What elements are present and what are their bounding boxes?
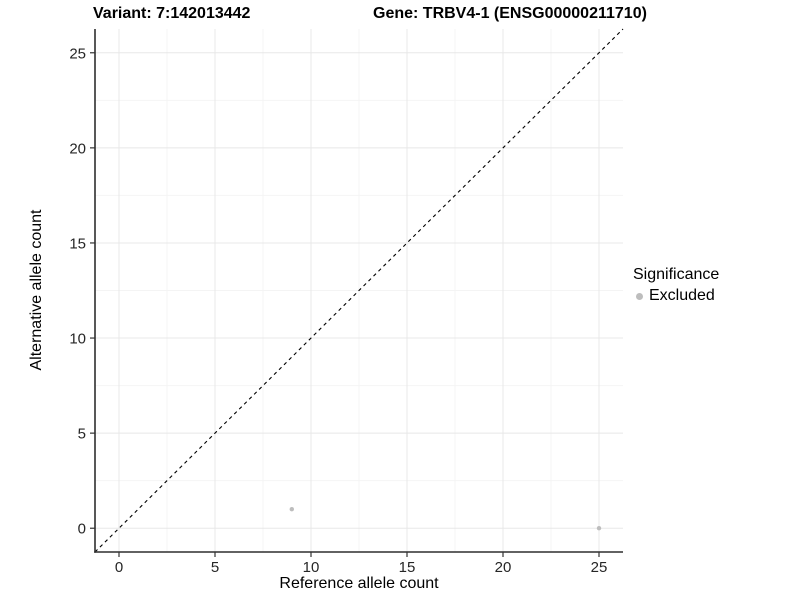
x-tick-label: 15 — [399, 559, 416, 576]
identity-reference-line — [94, 28, 624, 553]
y-tick-label: 15 — [69, 235, 86, 252]
x-tick-label: 5 — [211, 559, 219, 576]
legend-item: Excluded — [633, 287, 719, 305]
y-tick-label: 20 — [69, 140, 86, 157]
x-tick-label: 20 — [495, 559, 512, 576]
x-tick-label: 25 — [591, 559, 608, 576]
legend-item-label: Excluded — [649, 287, 715, 304]
y-tick-label: 5 — [78, 426, 86, 443]
x-tick-label: 0 — [115, 559, 123, 576]
data-point — [596, 526, 602, 531]
plot-title-variant: Variant: 7:142013442 — [93, 5, 251, 22]
y-tick-label: 10 — [69, 331, 86, 348]
x-axis-title: Reference allele count — [279, 575, 439, 592]
legend-title: Significance — [633, 266, 720, 283]
x-tick-label: 10 — [303, 559, 320, 576]
y-tick-label: 25 — [69, 45, 86, 62]
y-axis-title: Alternative allele count — [28, 209, 45, 371]
plot-title-gene: Gene: TRBV4-1 (ENSG00000211710) — [373, 5, 647, 22]
y-tick-label: 0 — [78, 521, 86, 538]
data-point — [289, 507, 294, 512]
legend-key-dot-icon — [636, 292, 643, 300]
legend: Significance Excluded — [633, 266, 719, 305]
